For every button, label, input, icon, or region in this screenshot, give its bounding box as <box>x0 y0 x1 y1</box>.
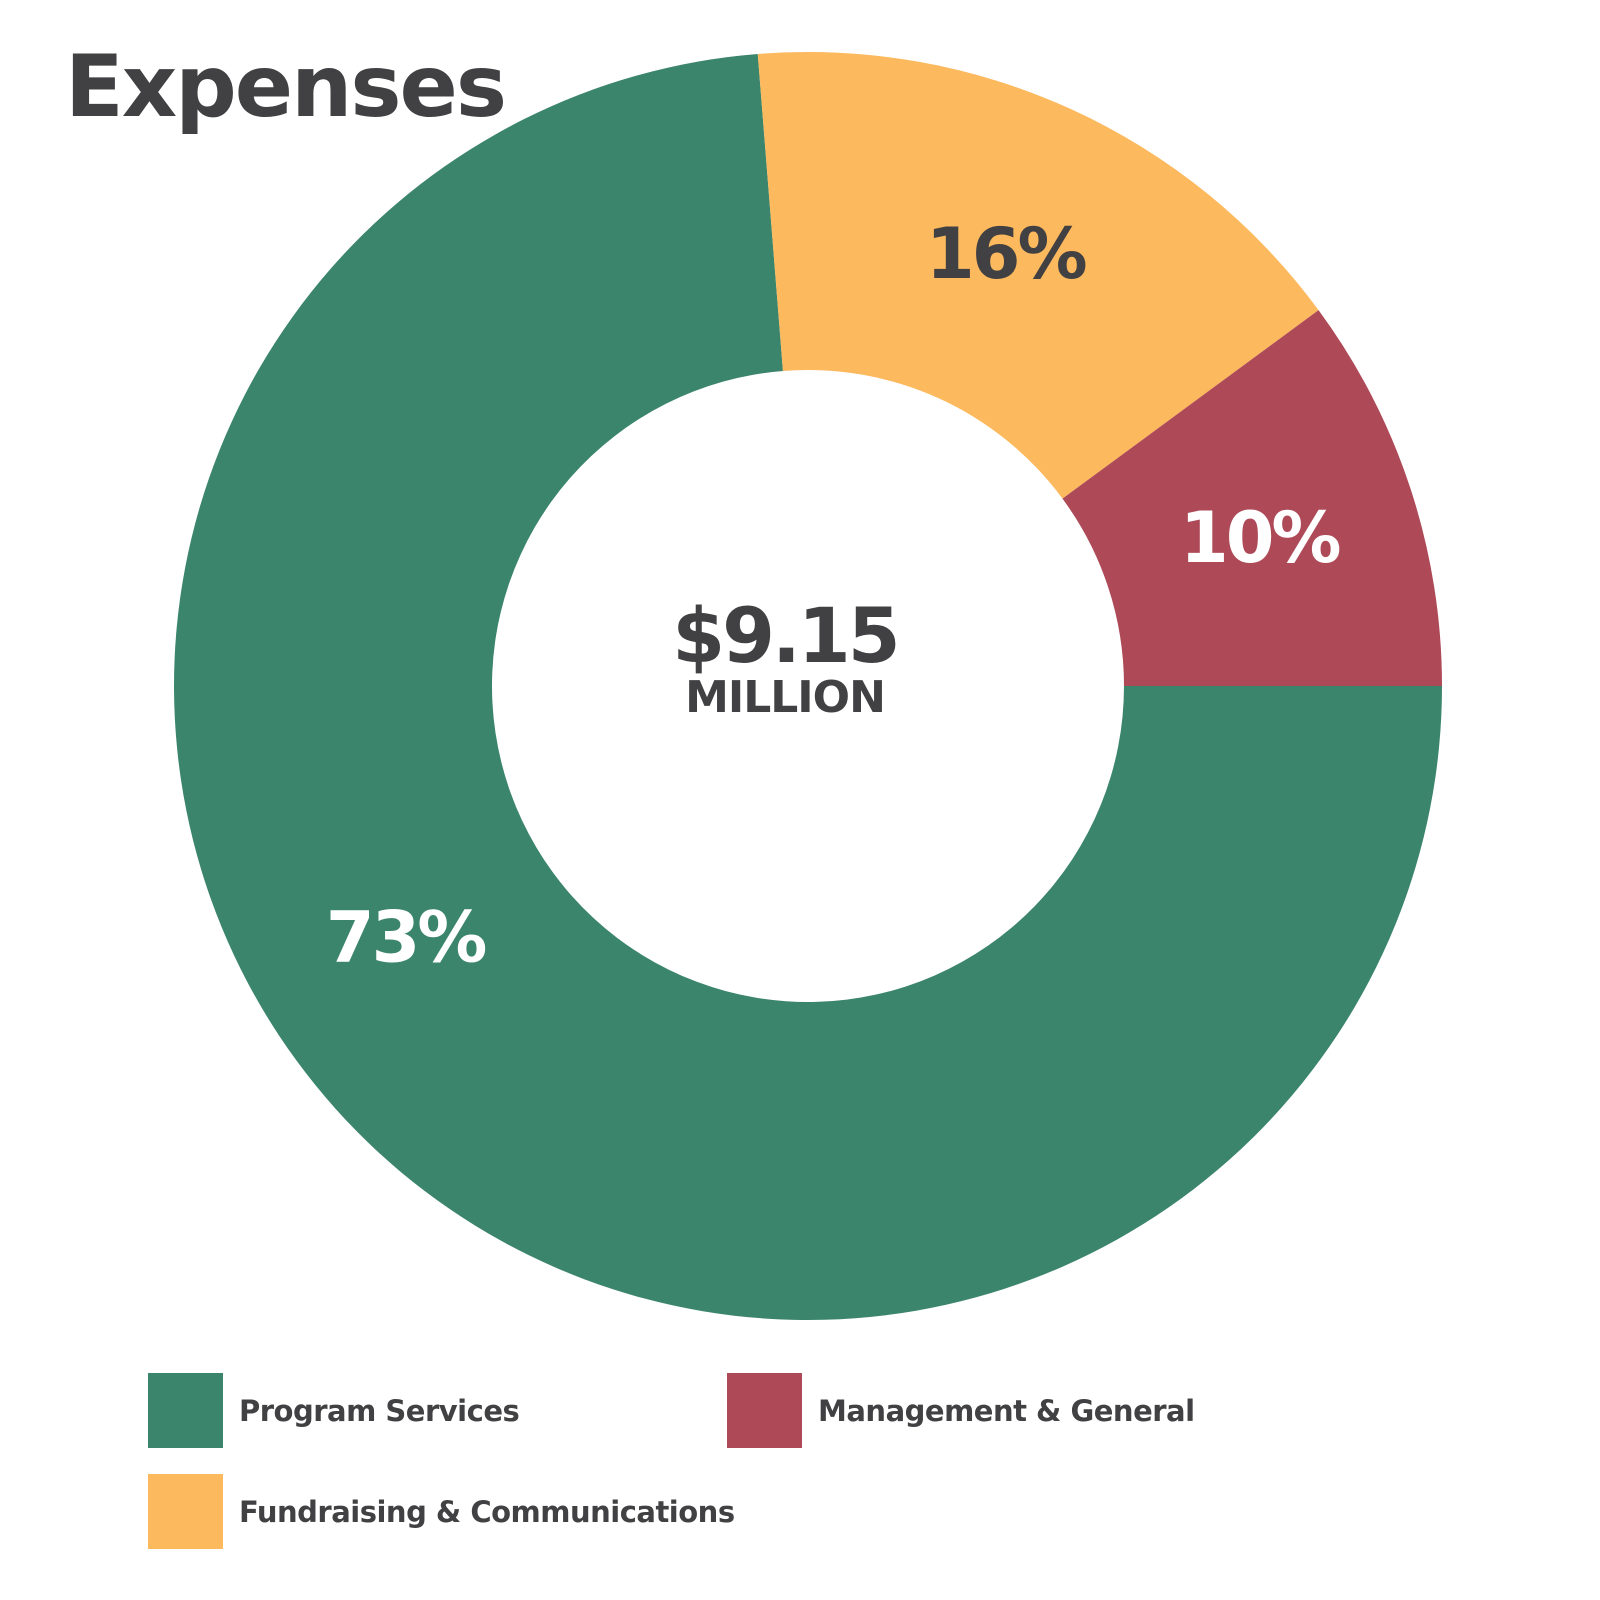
legend-label-program-services: Program Services <box>239 1393 520 1428</box>
center-total-value: $9.15 <box>672 591 897 680</box>
slice-labels: 73% 16% 10% <box>326 213 1343 979</box>
slice-label-fundraising-communications: 16% <box>926 213 1085 295</box>
slice-label-management-general: 10% <box>1180 497 1339 579</box>
legend-label-fundraising-communications: Fundraising & Communications <box>239 1494 735 1529</box>
center-total-unit: MILLION <box>685 672 885 723</box>
slice-program-services <box>173 53 1442 1320</box>
chart-title: Expenses <box>65 37 507 137</box>
legend-swatch-fundraising-communications <box>148 1474 223 1549</box>
legend-label-management-general: Management & General <box>818 1393 1195 1428</box>
legend-item-program-services: Program Services <box>148 1373 520 1448</box>
donut-chart: 73% 16% 10% $9.15 MILLION <box>173 51 1442 1320</box>
donut-slices <box>173 51 1442 1320</box>
legend-swatch-program-services <box>148 1373 223 1448</box>
slice-fundraising-communications <box>757 51 1319 499</box>
slice-management-general <box>1062 310 1442 686</box>
legend-item-management-general: Management & General <box>727 1373 1195 1448</box>
legend-item-fundraising-communications: Fundraising & Communications <box>148 1474 735 1549</box>
legend-swatch-management-general <box>727 1373 802 1448</box>
slice-label-program-services: 73% <box>326 897 485 979</box>
